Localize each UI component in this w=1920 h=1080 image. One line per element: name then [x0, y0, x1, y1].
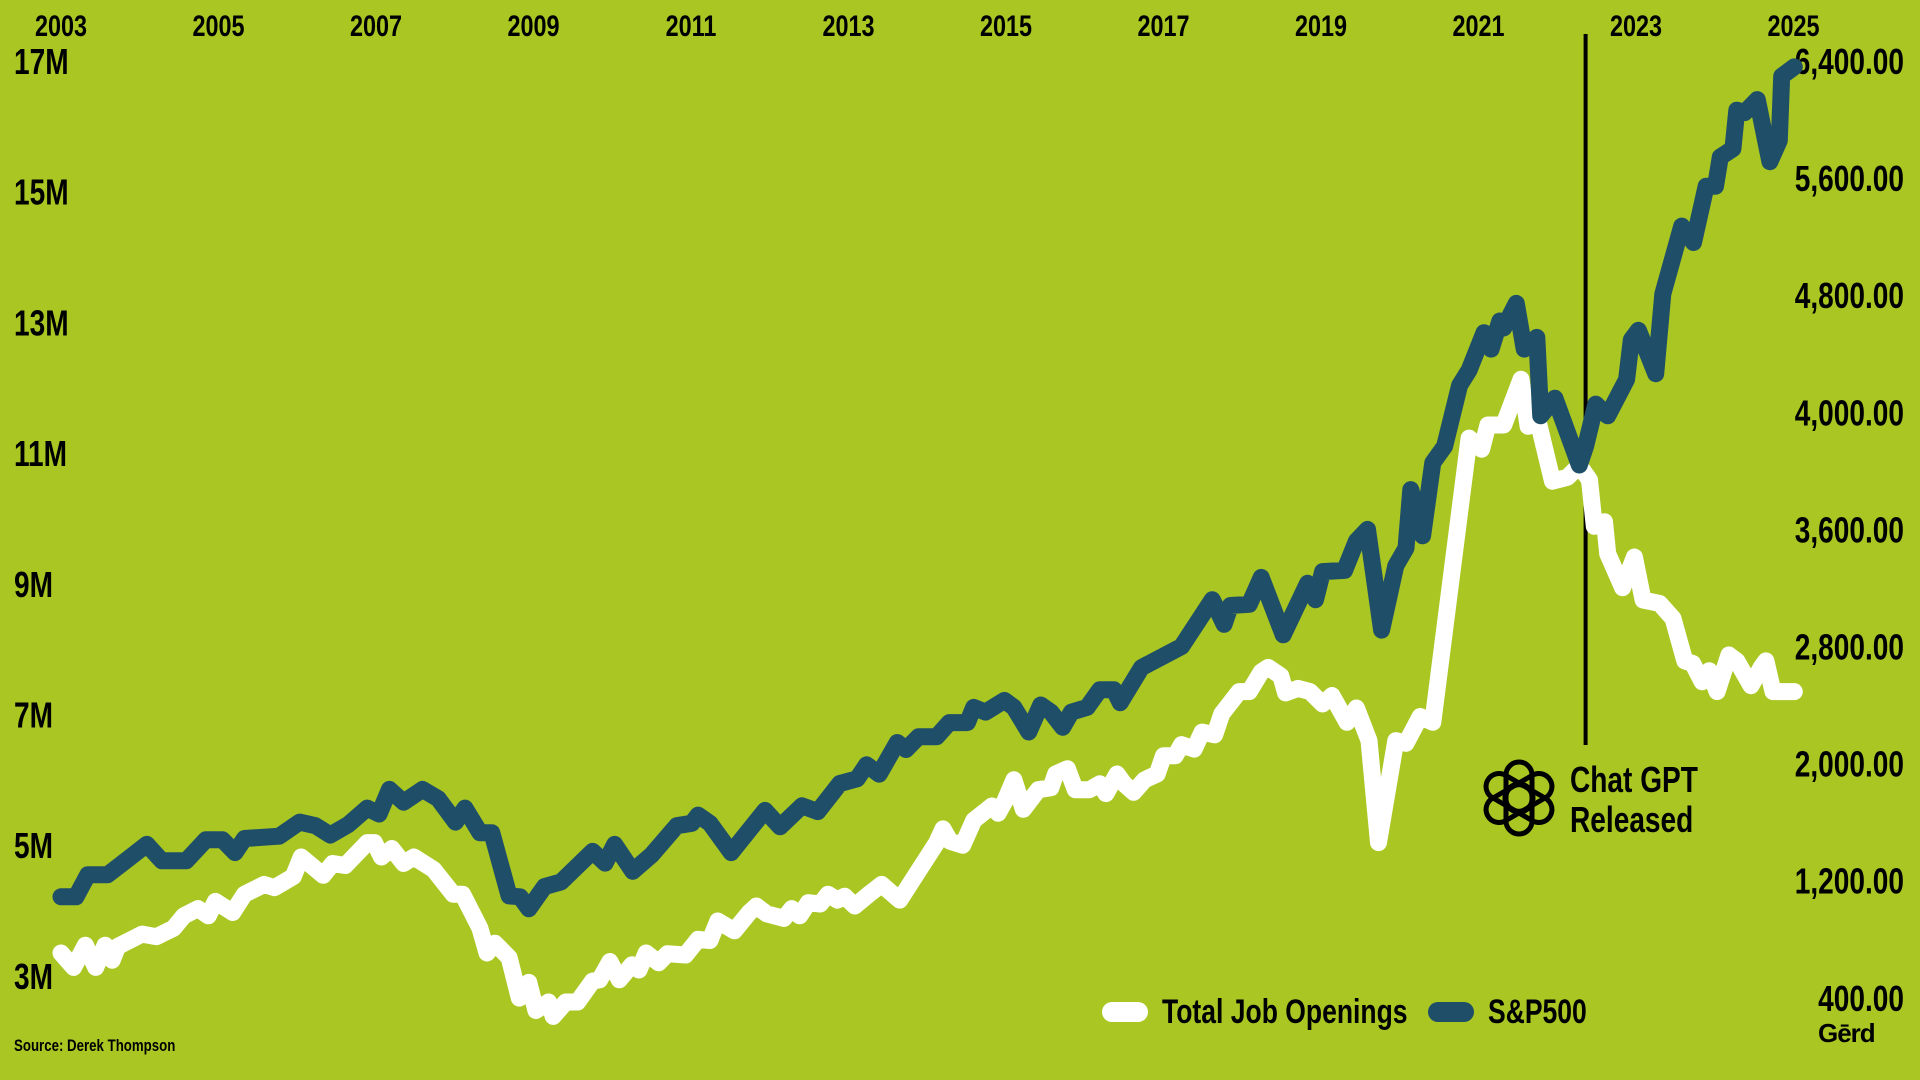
left-y-tick-label-group: 13M: [14, 303, 69, 343]
x-tick-label: 2023: [1610, 9, 1662, 42]
series-lines: [52, 58, 1803, 1025]
right-y-tick-label: 2,800.00: [1795, 627, 1904, 667]
x-tick-label: 2013: [822, 9, 874, 42]
right-y-tick-label-group: 5,600.00: [1795, 159, 1904, 199]
legend-label-sp500: S&P500: [1488, 992, 1587, 1031]
left-y-tick-label-group: 5M: [14, 826, 53, 866]
right-y-tick-label-group: 3,600.00: [1795, 510, 1904, 550]
right-y-tick-label-group: 4,800.00: [1795, 276, 1904, 316]
x-tick-label: 2003: [35, 9, 87, 42]
right-y-tick-label: 2,000.00: [1795, 744, 1904, 784]
legend-swatch-sp500: [1428, 1002, 1474, 1022]
brand-logo: Gērd: [1818, 1018, 1876, 1048]
legend-label-job-openings: Total Job Openings: [1162, 992, 1408, 1031]
right-y-tick-label: 4,800.00: [1795, 276, 1904, 316]
left-y-axis-ticks: 17M 15M 13M 11M 9M 7M 5M 3M: [14, 42, 69, 997]
x-tick-label-group: 2005: [192, 9, 244, 42]
right-y-tick-label-group: 4,000.00: [1795, 393, 1904, 433]
x-tick-label-group: 2019: [1295, 9, 1347, 42]
right-y-tick-label: 3,600.00: [1795, 510, 1904, 550]
right-y-tick-label-group: 2,000.00: [1795, 744, 1904, 784]
x-axis-ticks: 2003 2005 2007 2009 2011 2013 2015 2017 2019 2021…: [35, 9, 1820, 42]
x-tick-label-group: 2007: [350, 9, 402, 42]
left-y-tick-label-group: 15M: [14, 172, 69, 212]
right-y-tick-label: 5,600.00: [1795, 159, 1904, 199]
left-y-tick-label: 15M: [14, 172, 69, 212]
x-tick-label-group: 2009: [507, 9, 559, 42]
legend-item-sp500: S&P500: [1428, 992, 1615, 1032]
x-tick-label-group: 2011: [666, 9, 717, 42]
x-tick-label-group: 2003: [35, 9, 87, 42]
right-y-tick-label-group: 400.00: [1818, 978, 1904, 1018]
left-y-tick-label: 9M: [14, 564, 53, 604]
annotation-line-1: Chat GPT: [1570, 759, 1698, 800]
right-y-tick-label: 4,000.00: [1795, 393, 1904, 433]
annotation-line-2: Released: [1570, 799, 1694, 840]
x-tick-label: 2007: [350, 9, 402, 42]
left-y-tick-label: 13M: [14, 303, 69, 343]
legend-swatch-job-openings: [1102, 1002, 1148, 1022]
x-tick-label: 2021: [1452, 9, 1504, 42]
left-y-tick-label: 5M: [14, 826, 53, 866]
x-tick-label-group: 2013: [822, 9, 874, 42]
right-y-tick-label: 1,200.00: [1795, 861, 1904, 901]
right-y-tick-label-group: 1,200.00: [1795, 861, 1904, 901]
x-tick-label-group: 2017: [1137, 9, 1189, 42]
x-tick-label-group: 2025: [1767, 9, 1819, 42]
x-tick-label-group: 2023: [1610, 9, 1662, 42]
left-y-tick-label: 11M: [14, 434, 67, 474]
left-y-tick-label-group: 3M: [14, 957, 53, 997]
x-tick-label: 2005: [192, 9, 244, 42]
left-y-tick-label: 3M: [14, 957, 53, 997]
x-tick-label: 2011: [666, 9, 717, 42]
left-y-tick-label-group: 9M: [14, 564, 53, 604]
right-y-axis-ticks: 6,400.00 5,600.00 4,800.00 4,000.00 3,600.00…: [1795, 42, 1904, 1019]
right-y-tick-label-group: 6,400.00: [1795, 42, 1904, 82]
left-y-tick-label-group: 7M: [14, 695, 53, 735]
x-tick-label-group: 2015: [980, 9, 1032, 42]
job-openings-line: [52, 370, 1803, 1025]
right-y-tick-label-group: 2,800.00: [1795, 627, 1904, 667]
right-y-tick-label: 400.00: [1818, 978, 1904, 1018]
x-tick-label: 2015: [980, 9, 1032, 42]
x-tick-label: 2025: [1767, 9, 1819, 42]
source-credit: Source: Derek Thompson: [14, 1036, 176, 1055]
legend-item-job-openings: Total Job Openings: [1102, 992, 1477, 1032]
chatgpt-release-annotation: Chat GPT Released: [1570, 760, 1698, 840]
x-tick-label: 2019: [1295, 9, 1347, 42]
right-y-tick-label: 6,400.00: [1795, 42, 1904, 82]
openai-logo-icon: [1478, 757, 1560, 844]
x-tick-label: 2017: [1137, 9, 1189, 42]
left-y-tick-label-group: 11M: [14, 434, 67, 474]
left-y-tick-label-group: 17M: [14, 42, 69, 82]
left-y-tick-label: 17M: [14, 42, 69, 82]
left-y-tick-label: 7M: [14, 695, 53, 735]
x-tick-label: 2009: [507, 9, 559, 42]
sp500-line: [52, 58, 1803, 918]
x-tick-label-group: 2021: [1452, 9, 1504, 42]
